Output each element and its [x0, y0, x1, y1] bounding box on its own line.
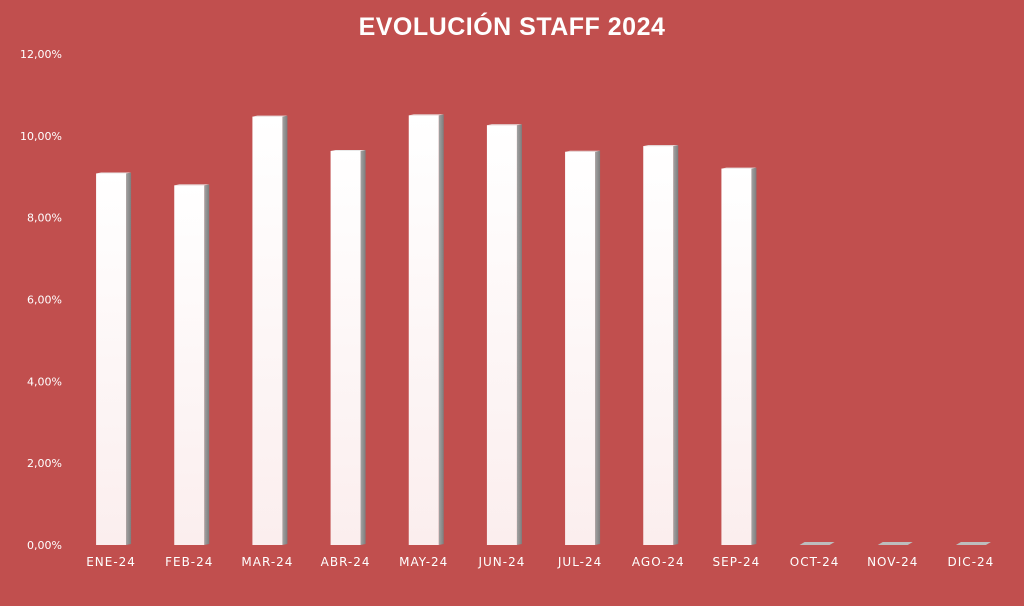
bar-side — [438, 114, 444, 545]
bar-front — [721, 168, 752, 546]
x-tick-label: ABR-24 — [321, 555, 371, 569]
bar — [408, 114, 444, 545]
bar-side — [673, 145, 679, 545]
bar-side — [360, 149, 366, 545]
bar — [799, 542, 835, 545]
bar-front — [565, 151, 596, 545]
bar-side — [282, 115, 288, 545]
bar — [643, 145, 679, 545]
bar-front — [486, 125, 517, 545]
y-axis: 0,00% 2,00% 4,00% 6,00% 8,00% 10,00% 12,00% — [20, 48, 62, 552]
y-tick-label: 12,00% — [20, 48, 62, 61]
bar-top — [252, 115, 288, 117]
bar-top — [643, 145, 679, 147]
y-tick-label: 0,00% — [27, 539, 62, 552]
bar — [955, 542, 991, 545]
bar — [721, 167, 757, 546]
bar — [877, 542, 913, 545]
x-tick-label: OCT-24 — [790, 555, 840, 569]
x-tick-label: DIC-24 — [948, 555, 995, 569]
bar-front — [252, 116, 283, 545]
y-tick-label: 6,00% — [27, 294, 62, 307]
x-tick-label: MAR-24 — [241, 555, 293, 569]
bar — [96, 172, 132, 545]
bar — [252, 115, 288, 545]
bar — [330, 149, 366, 545]
bar-side — [126, 172, 132, 545]
x-tick-label: MAY-24 — [399, 555, 448, 569]
x-tick-label: NOV-24 — [867, 555, 918, 569]
bar-front — [174, 185, 205, 545]
bar-top — [955, 542, 991, 545]
x-tick-label: FEB-24 — [165, 555, 213, 569]
y-tick-label: 10,00% — [20, 130, 62, 143]
bar-top — [721, 167, 757, 169]
x-tick-label: AGO-24 — [632, 555, 685, 569]
x-axis: ENE-24 FEB-24 MAR-24 ABR-24 MAY-24 JUN-24 JUL-… — [86, 555, 995, 569]
bar-top — [799, 542, 835, 545]
bar-front — [96, 173, 127, 545]
bar — [486, 124, 522, 545]
bars-group — [96, 114, 991, 546]
bar — [174, 184, 210, 545]
bar-side — [595, 150, 601, 545]
bar-front — [643, 146, 674, 545]
bar-top — [486, 124, 522, 126]
x-tick-label: SEP-24 — [713, 555, 761, 569]
bar-top — [408, 114, 444, 116]
x-tick-label: JUL-24 — [557, 555, 602, 569]
bar-front — [408, 115, 439, 545]
bar-side — [516, 124, 522, 545]
bar-side — [751, 167, 757, 546]
bar — [565, 150, 601, 545]
x-tick-label: ENE-24 — [86, 555, 136, 569]
bar-top — [877, 542, 913, 545]
bar-top — [174, 184, 210, 186]
bar-side — [204, 184, 210, 545]
y-tick-label: 8,00% — [27, 212, 62, 225]
x-tick-label: JUN-24 — [477, 555, 525, 569]
chart-title: EVOLUCIÓN STAFF 2024 — [359, 11, 666, 41]
y-tick-label: 2,00% — [27, 457, 62, 470]
bar-front — [330, 150, 361, 545]
bar-top — [96, 172, 132, 174]
bar-top — [565, 150, 601, 152]
bar-top — [330, 149, 366, 151]
y-tick-label: 4,00% — [27, 375, 62, 388]
